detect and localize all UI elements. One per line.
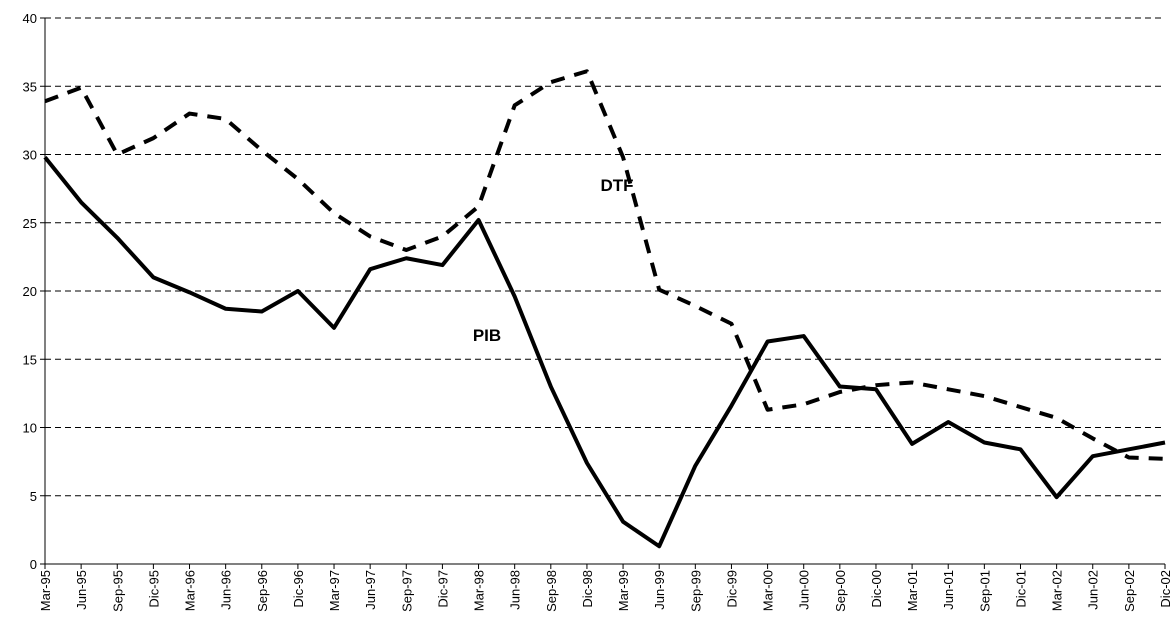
x-tick-label: Mar-02 [1050,570,1065,611]
x-tick-label: Dic-98 [580,570,595,608]
x-tick-label: Sep-96 [255,570,270,612]
y-tick-label: 40 [23,11,37,26]
x-tick-label: Mar-01 [905,570,920,611]
x-tick-label: Mar-98 [472,570,487,611]
x-tick-label: Dic-00 [869,570,884,608]
x-tick-label: Mar-96 [183,570,198,611]
line-series [44,69,1166,461]
series-label: DTF [600,176,633,195]
x-tick-label: Mar-00 [761,570,776,611]
y-tick-label: 5 [30,489,37,504]
y-tick-label: 30 [23,148,37,163]
x-tick-label: Dic-99 [724,570,739,608]
x-tick-label: Dic-01 [1013,570,1028,608]
x-tick-label: Sep-99 [688,570,703,612]
x-tick-label: Mar-95 [38,570,53,611]
x-tick-label: Sep-95 [110,570,125,612]
y-tick-label: 0 [30,557,37,572]
x-tick-label: Jun-00 [797,570,812,610]
x-tick-label: Dic-97 [435,570,450,608]
line-series [43,155,1166,549]
x-tick-label: Jun-96 [219,570,234,610]
x-tick-label: Jun-01 [941,570,956,610]
x-tick-label: Jun-02 [1086,570,1101,610]
series-label: PIB [473,326,501,345]
x-tick-label: Jun-98 [508,570,523,610]
x-tick-label: Jun-97 [363,570,378,610]
x-tick-label: Sep-97 [399,570,414,612]
x-tick-label: Mar-99 [616,570,631,611]
x-tick-label: Sep-00 [833,570,848,612]
x-tick-label: Dic-96 [291,570,306,608]
y-tick-label: 20 [23,284,37,299]
x-tick-label: Sep-02 [1122,570,1137,612]
x-tick-label: Jun-95 [74,570,89,610]
x-tick-label: Mar-97 [327,570,342,611]
y-tick-label: 10 [23,421,37,436]
x-tick-label: Sep-98 [544,570,559,612]
x-tick-label: Dic-95 [146,570,161,608]
x-tick-label: Jun-99 [652,570,667,610]
y-tick-label: 35 [23,79,37,94]
x-tick-label: Dic-02 [1158,570,1173,608]
y-tick-label: 15 [23,352,37,367]
x-tick-label: Sep-01 [977,570,992,612]
y-tick-label: 25 [23,216,37,231]
